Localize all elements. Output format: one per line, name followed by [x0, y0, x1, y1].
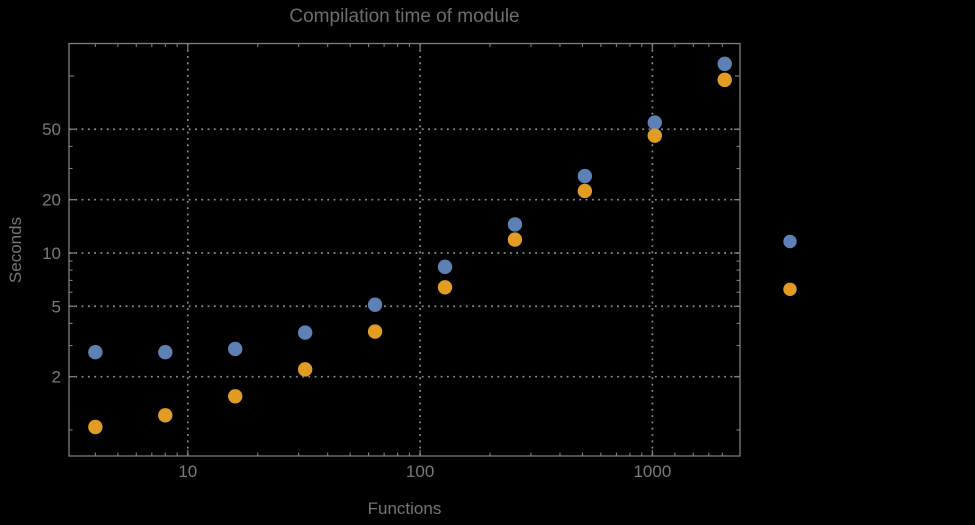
data-point	[88, 345, 103, 360]
y-axis-label: Seconds	[6, 216, 25, 284]
data-point	[88, 419, 103, 435]
gridlines	[69, 43, 740, 456]
y-tick-labels: 2 5 10 20 50	[42, 120, 61, 386]
data-point	[437, 280, 453, 295]
data-point	[717, 72, 732, 88]
data-point	[647, 115, 662, 130]
data-point	[577, 168, 593, 184]
legend-marker-2	[783, 282, 797, 296]
data-point	[507, 217, 523, 232]
data-point	[228, 341, 243, 357]
data-point	[158, 345, 173, 360]
blue-series	[88, 56, 732, 360]
plot-frame	[68, 42, 741, 457]
y-tick-label-5: 5	[52, 297, 61, 316]
data-point	[367, 324, 383, 339]
plot-title: Compilation time of module	[289, 6, 520, 27]
data-point	[437, 259, 453, 275]
legend-marker-1	[783, 234, 797, 249]
data-point	[158, 408, 173, 423]
data-point	[297, 362, 313, 377]
data-point	[577, 183, 593, 199]
x-tick-label-100: 100	[406, 462, 434, 481]
data-point	[228, 389, 243, 404]
legend	[783, 234, 797, 296]
y-tick-label-10: 10	[42, 244, 61, 263]
x-tick-labels: 10 100 1000	[178, 462, 671, 481]
x-axis-label: Functions	[367, 499, 442, 518]
data-point	[367, 297, 383, 312]
data-point	[507, 232, 523, 247]
data-point	[647, 128, 662, 143]
axis-ticks	[69, 43, 740, 456]
x-tick-label-10: 10	[178, 462, 197, 481]
x-tick-label-1000: 1000	[633, 462, 671, 481]
orange-series	[88, 72, 732, 435]
y-tick-label-2: 2	[52, 368, 61, 387]
y-tick-label-50: 50	[42, 120, 61, 139]
data-point	[717, 56, 732, 72]
y-tick-label-20: 20	[42, 191, 61, 210]
data-point	[297, 325, 313, 340]
